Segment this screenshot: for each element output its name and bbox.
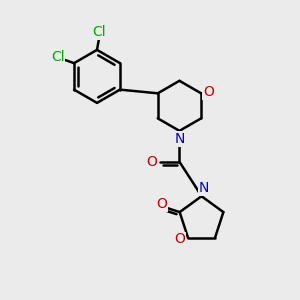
Text: O: O <box>147 155 158 169</box>
Text: O: O <box>156 197 167 211</box>
Text: Cl: Cl <box>92 25 106 39</box>
Text: N: N <box>174 132 184 146</box>
Text: Cl: Cl <box>51 50 65 64</box>
Text: O: O <box>174 232 185 246</box>
Text: O: O <box>203 85 214 99</box>
Text: N: N <box>199 181 209 195</box>
